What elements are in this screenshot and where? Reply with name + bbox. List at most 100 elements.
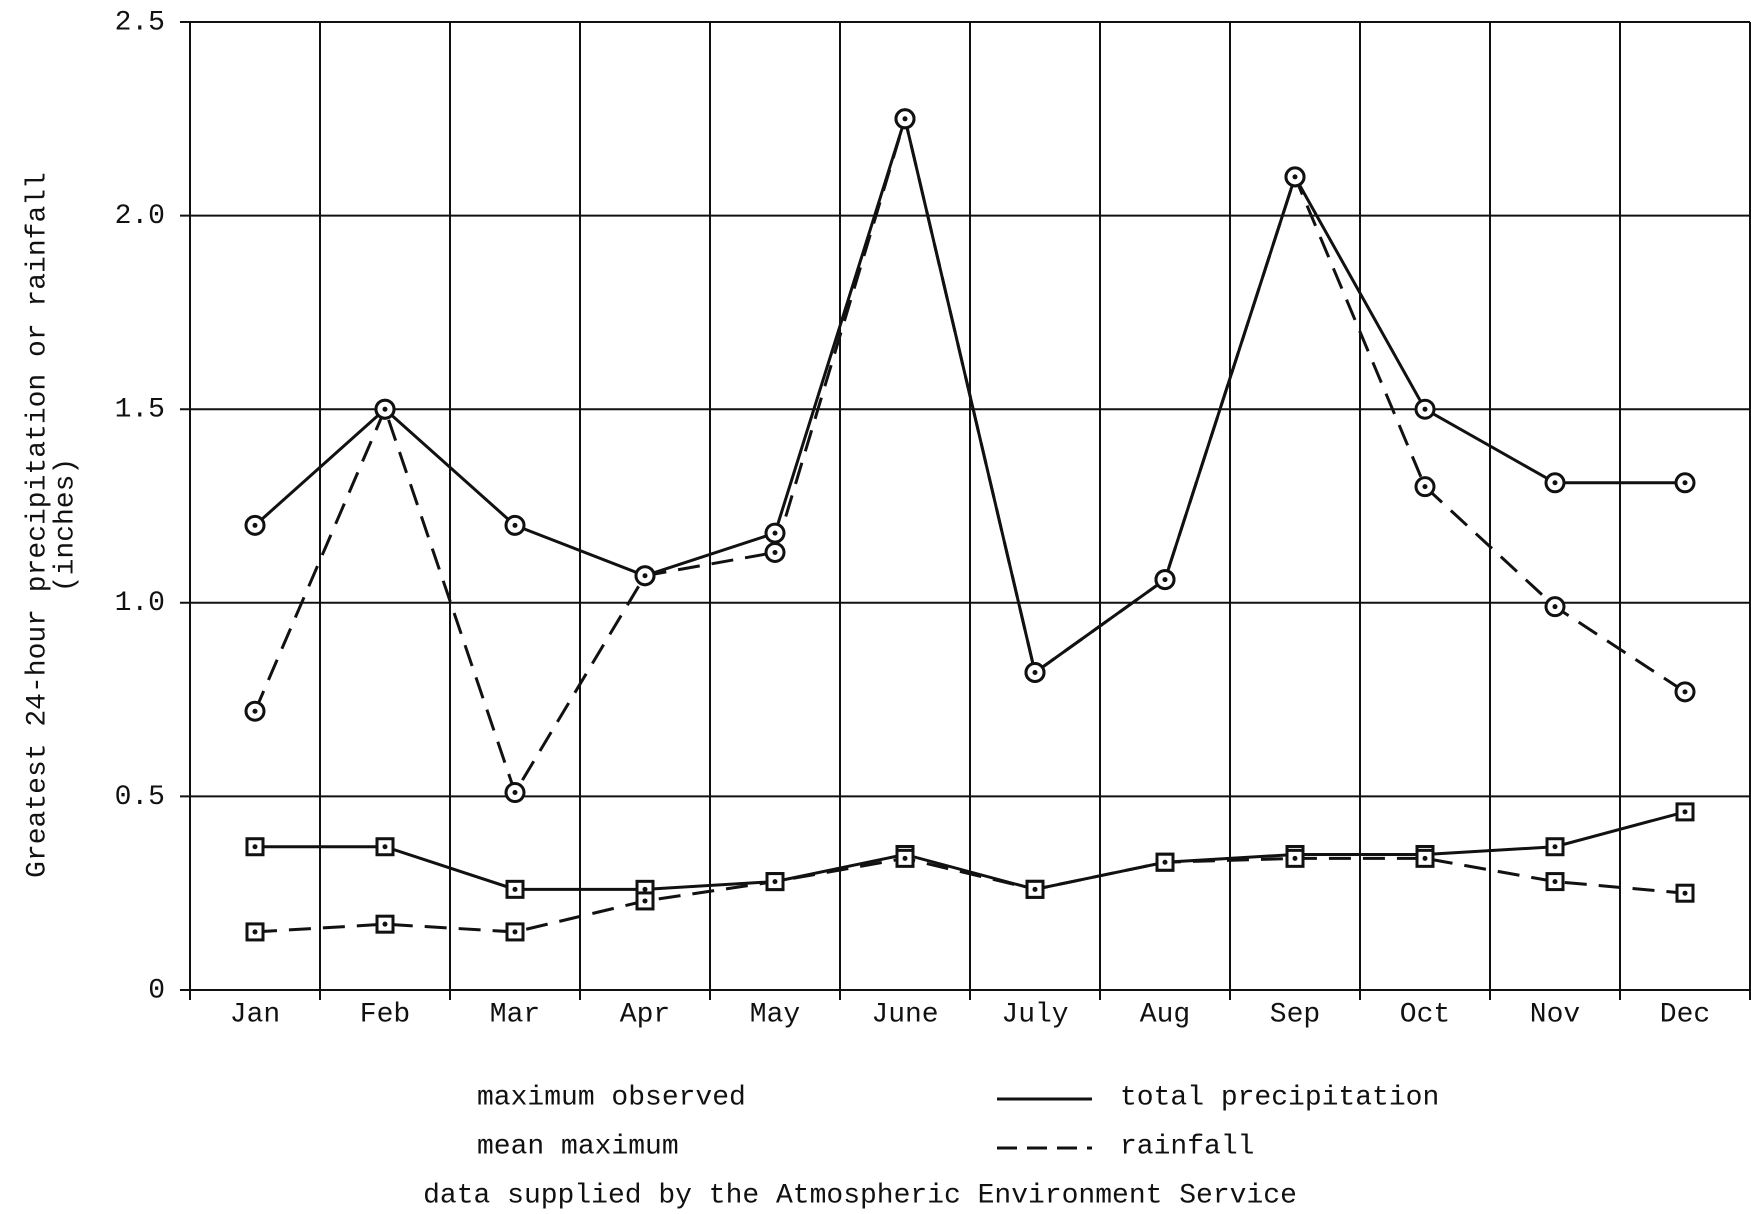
x-tick-label: June [871,999,938,1030]
marker [1545,837,1565,857]
marker [1544,472,1566,494]
marker [765,872,785,892]
marker [764,522,786,544]
x-tick-label: Jan [230,999,280,1030]
marker-dot [382,921,388,927]
y-tick-label: 0.5 [115,782,165,813]
marker [635,891,655,911]
legend-label: total precipitation [1120,1082,1439,1113]
legend-label: mean maximum [477,1131,679,1162]
marker-dot [1682,809,1688,815]
marker [894,108,916,130]
marker-dot [902,855,908,861]
marker-dot [772,549,778,555]
marker [505,922,525,942]
marker [244,700,266,722]
marker [634,565,656,587]
marker [374,398,396,420]
marker-dot [252,708,258,714]
marker-dot [1422,484,1428,490]
marker-dot [252,929,258,935]
marker [895,848,915,868]
marker-dot [382,844,388,850]
marker-dot [1552,844,1558,850]
marker-dot [1292,855,1298,861]
marker-dot [252,844,258,850]
marker [1675,802,1695,822]
y-tick-label: 2.5 [115,7,165,38]
marker-dot [902,116,908,122]
marker [1415,848,1435,868]
marker [764,541,786,563]
series-line [255,810,1686,891]
y-tick-label: 1.0 [115,588,165,619]
x-tick-label: Nov [1530,999,1580,1030]
marker [1154,569,1176,591]
marker-dot [642,886,648,892]
marker-dot [512,886,518,892]
marker-dot [1552,604,1558,610]
x-tick-label: July [1001,999,1068,1030]
marker-dot [1292,174,1298,180]
marker [1544,596,1566,618]
marker [1545,872,1565,892]
marker [1414,398,1436,420]
x-tick-label: Dec [1660,999,1710,1030]
marker-dot [1682,480,1688,486]
marker [504,782,526,804]
x-tick-label: Apr [620,999,670,1030]
marker-dot [772,879,778,885]
y-tick-label: 2.0 [115,201,165,232]
marker-dot [642,573,648,579]
marker [244,514,266,536]
marker [1674,472,1696,494]
legend-label: maximum observed [477,1082,746,1113]
legend-label: rainfall [1120,1131,1254,1162]
marker-dot [512,929,518,935]
marker-dot [1682,689,1688,695]
marker-dot [512,790,518,796]
marker [375,837,395,857]
x-tick-label: Feb [360,999,410,1030]
marker-dot [772,530,778,536]
y-axis-label: Greatest 24-hour precipitation or rainfa… [22,172,53,878]
marker-dot [382,406,388,412]
marker [1025,879,1045,899]
marker [245,922,265,942]
marker-dot [642,898,648,904]
marker-dot [1032,886,1038,892]
marker-dot [1422,406,1428,412]
marker-dot [1162,859,1168,865]
series-line [253,112,1686,797]
x-tick-label: Sep [1270,999,1320,1030]
marker [1675,883,1695,903]
note: data supplied by the Atmospheric Environ… [423,1180,1297,1211]
marker-dot [1422,855,1428,861]
marker [245,837,265,857]
marker-dot [1552,879,1558,885]
x-tick-label: Mar [490,999,540,1030]
marker [1024,661,1046,683]
marker [1674,681,1696,703]
series-line [254,856,1686,934]
x-tick-label: Aug [1140,999,1190,1030]
y-tick-label: 1.5 [115,395,165,426]
marker [1284,166,1306,188]
x-tick-label: May [750,999,800,1030]
marker [1155,852,1175,872]
marker-dot [1032,669,1038,675]
marker-dot [1682,890,1688,896]
marker [1285,848,1305,868]
marker-dot [252,522,258,528]
marker-dot [1552,480,1558,486]
marker-dot [1162,577,1168,583]
marker [504,514,526,536]
x-tick-label: Oct [1400,999,1450,1030]
marker [1414,476,1436,498]
marker-dot [512,522,518,528]
marker [505,879,525,899]
y-axis-label: (inches) [50,458,81,592]
marker [375,914,395,934]
y-tick-label: 0 [148,975,165,1006]
